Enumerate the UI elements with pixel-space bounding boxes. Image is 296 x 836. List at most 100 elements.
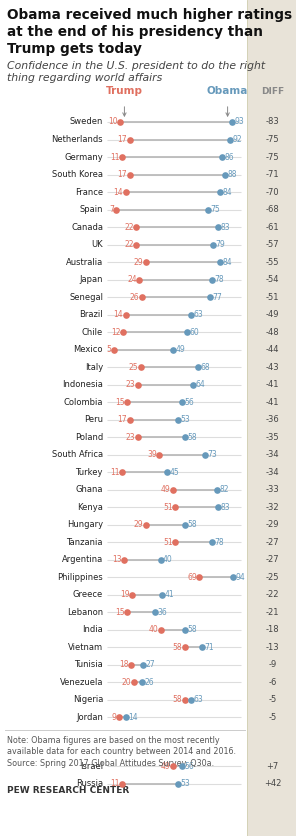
Text: 23: 23 bbox=[126, 433, 135, 441]
Text: Ghana: Ghana bbox=[75, 485, 103, 494]
Text: -13: -13 bbox=[266, 643, 279, 652]
Text: 45: 45 bbox=[170, 467, 180, 477]
Text: -29: -29 bbox=[266, 520, 279, 529]
Text: -68: -68 bbox=[266, 205, 279, 214]
Text: Italy: Italy bbox=[85, 363, 103, 371]
Text: 49: 49 bbox=[175, 345, 185, 354]
Text: -25: -25 bbox=[266, 573, 279, 582]
Text: 14: 14 bbox=[114, 310, 123, 319]
Text: -75: -75 bbox=[266, 152, 279, 161]
Text: 27: 27 bbox=[146, 660, 155, 670]
Text: 82: 82 bbox=[219, 485, 229, 494]
Text: Trump: Trump bbox=[106, 86, 143, 96]
Text: -51: -51 bbox=[266, 293, 279, 302]
Text: 56: 56 bbox=[184, 398, 194, 406]
Text: 40: 40 bbox=[148, 625, 158, 635]
Text: +42: +42 bbox=[264, 779, 281, 788]
Text: South Africa: South Africa bbox=[52, 450, 103, 459]
Text: Chile: Chile bbox=[82, 328, 103, 337]
Text: 79: 79 bbox=[215, 240, 225, 249]
Text: 64: 64 bbox=[195, 380, 205, 389]
Text: 14: 14 bbox=[128, 713, 138, 721]
Text: 53: 53 bbox=[181, 779, 190, 788]
Text: 29: 29 bbox=[134, 257, 143, 267]
Text: Senegal: Senegal bbox=[69, 293, 103, 302]
Text: Australia: Australia bbox=[66, 257, 103, 267]
Text: Obama: Obama bbox=[207, 86, 248, 96]
Text: 11: 11 bbox=[110, 152, 119, 161]
Text: 41: 41 bbox=[165, 590, 174, 599]
Text: 5: 5 bbox=[106, 345, 111, 354]
Text: 77: 77 bbox=[213, 293, 222, 302]
Text: 20: 20 bbox=[122, 678, 131, 686]
Text: 84: 84 bbox=[222, 187, 232, 196]
Text: 17: 17 bbox=[118, 415, 127, 424]
Text: -22: -22 bbox=[266, 590, 279, 599]
Text: Japan: Japan bbox=[80, 275, 103, 284]
Text: -57: -57 bbox=[266, 240, 279, 249]
Text: -83: -83 bbox=[266, 118, 279, 126]
Text: 51: 51 bbox=[163, 538, 173, 547]
Text: 12: 12 bbox=[111, 328, 120, 337]
Text: +7: +7 bbox=[266, 762, 279, 771]
Text: 58: 58 bbox=[187, 625, 197, 635]
Text: 75: 75 bbox=[210, 205, 220, 214]
Text: Obama received much higher ratings
at the end of his presidency than
Trump gets : Obama received much higher ratings at th… bbox=[7, 8, 292, 55]
Text: Tanzania: Tanzania bbox=[67, 538, 103, 547]
Text: Spain: Spain bbox=[80, 205, 103, 214]
Text: Mexico: Mexico bbox=[73, 345, 103, 354]
Text: France: France bbox=[75, 187, 103, 196]
Text: 17: 17 bbox=[118, 135, 127, 144]
Text: -55: -55 bbox=[266, 257, 279, 267]
Text: 71: 71 bbox=[205, 643, 214, 652]
Text: -61: -61 bbox=[266, 222, 279, 232]
Text: Netherlands: Netherlands bbox=[52, 135, 103, 144]
Text: 58: 58 bbox=[173, 696, 182, 704]
Text: 93: 93 bbox=[234, 118, 244, 126]
Text: 58: 58 bbox=[187, 520, 197, 529]
Text: -70: -70 bbox=[266, 187, 279, 196]
Text: -36: -36 bbox=[266, 415, 279, 424]
Text: 49: 49 bbox=[160, 762, 170, 771]
Text: -49: -49 bbox=[266, 310, 279, 319]
Text: Lebanon: Lebanon bbox=[67, 608, 103, 617]
Text: 23: 23 bbox=[126, 380, 135, 389]
Text: -41: -41 bbox=[266, 380, 279, 389]
Text: 69: 69 bbox=[187, 573, 197, 582]
Text: -9: -9 bbox=[268, 660, 277, 670]
Text: Philippines: Philippines bbox=[57, 573, 103, 582]
Text: 13: 13 bbox=[112, 555, 122, 564]
Text: South Korea: South Korea bbox=[52, 170, 103, 179]
Text: Brazil: Brazil bbox=[79, 310, 103, 319]
Text: Canada: Canada bbox=[71, 222, 103, 232]
Text: 84: 84 bbox=[222, 257, 232, 267]
Text: 24: 24 bbox=[127, 275, 137, 284]
Text: 18: 18 bbox=[119, 660, 129, 670]
Text: 53: 53 bbox=[181, 415, 190, 424]
Text: Greece: Greece bbox=[73, 590, 103, 599]
Text: 26: 26 bbox=[130, 293, 139, 302]
Text: -5: -5 bbox=[268, 696, 277, 704]
Text: Venezuela: Venezuela bbox=[59, 678, 103, 686]
Text: 78: 78 bbox=[214, 538, 224, 547]
Text: 22: 22 bbox=[125, 222, 134, 232]
Text: Colombia: Colombia bbox=[64, 398, 103, 406]
Text: 68: 68 bbox=[201, 363, 210, 371]
Text: -33: -33 bbox=[266, 485, 279, 494]
Text: -18: -18 bbox=[266, 625, 279, 635]
Text: -75: -75 bbox=[266, 135, 279, 144]
Text: 17: 17 bbox=[118, 170, 127, 179]
Text: Nigeria: Nigeria bbox=[73, 696, 103, 704]
Text: -34: -34 bbox=[266, 467, 279, 477]
Text: 56: 56 bbox=[184, 762, 194, 771]
Text: Tunisia: Tunisia bbox=[74, 660, 103, 670]
Text: 36: 36 bbox=[158, 608, 168, 617]
Text: 60: 60 bbox=[190, 328, 200, 337]
Text: 94: 94 bbox=[235, 573, 245, 582]
Text: -54: -54 bbox=[266, 275, 279, 284]
Text: 40: 40 bbox=[163, 555, 173, 564]
Text: Peru: Peru bbox=[84, 415, 103, 424]
Text: 86: 86 bbox=[225, 152, 234, 161]
Text: UK: UK bbox=[91, 240, 103, 249]
Text: Sweden: Sweden bbox=[70, 118, 103, 126]
